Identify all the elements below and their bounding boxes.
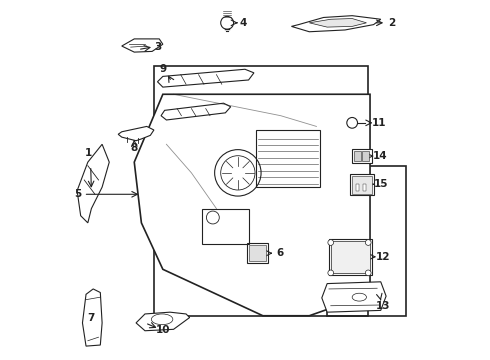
Ellipse shape [151, 314, 173, 325]
Polygon shape [161, 103, 231, 120]
Text: 14: 14 [373, 151, 387, 161]
Polygon shape [136, 312, 190, 331]
Circle shape [328, 240, 334, 246]
Text: 12: 12 [376, 252, 391, 262]
Text: 13: 13 [376, 301, 391, 311]
Bar [356, 184, 359, 191]
Bar [363, 184, 367, 191]
Text: 15: 15 [373, 179, 388, 189]
Polygon shape [82, 289, 102, 346]
Bar [350, 174, 373, 195]
Bar [352, 176, 372, 194]
Text: 7: 7 [87, 312, 95, 323]
Polygon shape [157, 69, 254, 87]
Bar [154, 66, 368, 316]
Polygon shape [118, 126, 154, 141]
Text: 11: 11 [372, 118, 386, 128]
Bar [247, 243, 268, 263]
Text: 3: 3 [154, 42, 161, 52]
Bar [256, 130, 320, 187]
Text: 4: 4 [240, 18, 247, 28]
Bar [331, 241, 370, 273]
Bar [354, 151, 361, 161]
Circle shape [220, 17, 234, 29]
Circle shape [366, 270, 371, 276]
Text: 2: 2 [388, 18, 395, 28]
Circle shape [366, 240, 371, 246]
Text: 5: 5 [74, 189, 82, 199]
Polygon shape [292, 16, 381, 32]
Text: 8: 8 [131, 143, 138, 153]
Circle shape [347, 117, 358, 128]
Bar [352, 149, 372, 163]
Text: 6: 6 [276, 248, 284, 258]
Text: 1: 1 [85, 148, 92, 158]
Text: 9: 9 [160, 64, 167, 74]
Polygon shape [122, 39, 163, 52]
Polygon shape [77, 144, 109, 223]
Text: 10: 10 [156, 325, 171, 336]
Circle shape [328, 270, 334, 276]
Ellipse shape [352, 293, 367, 301]
Polygon shape [322, 282, 386, 312]
Bar [202, 208, 248, 244]
Polygon shape [309, 18, 367, 27]
Bar [327, 166, 406, 316]
Bar [329, 239, 372, 275]
Polygon shape [134, 94, 370, 316]
Bar [362, 151, 369, 161]
Bar [248, 246, 267, 261]
